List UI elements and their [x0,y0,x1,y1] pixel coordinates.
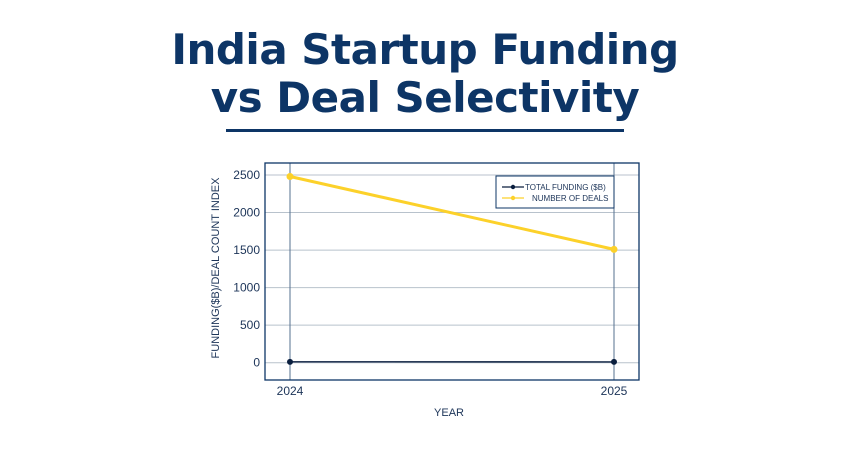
title-underline [226,129,624,132]
series-lines [286,173,618,365]
x-tick-labels: 2024 2025 [277,384,628,398]
y-axis-label: FUNDING($B)/DEAL COUNT INDEX [210,177,222,359]
x-tick-label: 2025 [601,384,628,398]
y-tick-label: 500 [240,318,260,332]
legend: TOTAL FUNDING ($B) NUMBER OF DEALS [495,175,615,209]
legend-label: TOTAL FUNDING ($B) [525,183,606,192]
y-tick-label: 2000 [233,206,260,220]
legend-swatch-marker [510,184,516,190]
title-line-1: India Startup Funding [171,25,679,74]
legend-swatch-marker [510,195,516,201]
legend-label: NUMBER OF DEALS [532,194,608,203]
data-point [287,358,293,365]
title-line-2: vs Deal Selectivity [210,73,640,122]
data-point [611,358,617,365]
legend-box [495,175,615,209]
y-tick-label: 1500 [233,243,260,257]
y-tick-label: 2500 [233,168,260,182]
x-axis-label: YEAR [434,407,464,419]
data-point [610,245,618,253]
chart-title: India Startup Funding vs Deal Selectivit… [0,26,850,122]
y-tick-label: 0 [253,356,260,370]
y-tick-label: 1000 [233,281,260,295]
y-tick-labels: 0 500 1000 1500 2000 2500 [233,168,260,370]
x-tick-label: 2024 [277,384,304,398]
data-point [286,173,294,181]
series-line [289,175,615,251]
plot-frame [264,162,640,381]
